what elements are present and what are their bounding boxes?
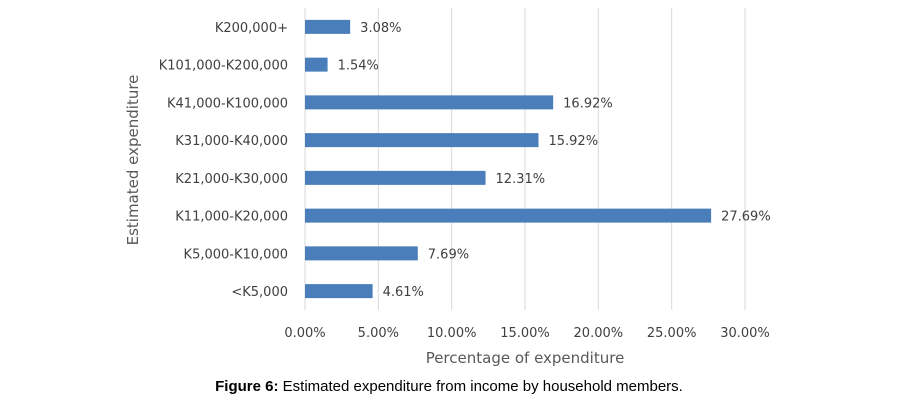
x-tick-label: 20.00% [574, 326, 624, 341]
data-label: 27.69% [721, 210, 771, 225]
category-label: K11,000-K20,000 [175, 210, 288, 225]
data-label: 15.92% [548, 134, 598, 149]
data-label: 12.31% [496, 172, 546, 187]
bars [305, 19, 712, 299]
category-label: K31,000-K40,000 [175, 134, 288, 149]
data-label: 4.61% [383, 285, 424, 300]
bar-chart: K200,000+ K101,000-K200,000 K41,000-K100,0… [124, 8, 771, 367]
data-label: 7.69% [428, 247, 469, 262]
bar [305, 284, 373, 299]
data-label: 1.54% [338, 59, 379, 74]
bar [305, 246, 418, 261]
bar [305, 19, 351, 34]
x-tick-labels: 0.00% 5.00% 10.00% 15.00% 20.00% 25.00% 30.00% [284, 326, 769, 341]
bar [305, 57, 328, 72]
category-label: K101,000-K200,000 [159, 59, 288, 74]
bar [305, 208, 712, 223]
x-tick-label: 0.00% [284, 326, 325, 341]
category-labels: K200,000+ K101,000-K200,000 K41,000-K100,0… [159, 21, 288, 300]
category-label: K5,000-K10,000 [184, 247, 288, 262]
x-tick-label: 10.00% [427, 326, 477, 341]
category-label: <K5,000 [231, 285, 288, 300]
bar [305, 133, 539, 148]
data-label: 3.08% [360, 21, 401, 36]
y-axis-title: Estimated expenditure [124, 75, 142, 246]
x-tick-label: 30.00% [720, 326, 770, 341]
category-label: K21,000-K30,000 [175, 172, 288, 187]
bar [305, 95, 554, 110]
figure-caption: Figure 6: Estimated expenditure from inc… [0, 378, 898, 395]
category-label: K41,000-K100,000 [167, 96, 288, 111]
x-axis-title: Percentage of expenditure [426, 349, 625, 367]
caption-text: Estimated expenditure from income by hou… [278, 378, 683, 395]
caption-label: Figure 6: [215, 378, 279, 395]
x-tick-label: 15.00% [500, 326, 550, 341]
data-label: 16.92% [563, 96, 613, 111]
data-labels: 3.08% 1.54% 16.92% 15.92% 12.31% 27.69% 7.69% 4… [338, 21, 771, 300]
x-tick-label: 5.00% [358, 326, 399, 341]
bar [305, 170, 486, 185]
x-tick-label: 25.00% [647, 326, 697, 341]
category-label: K200,000+ [215, 21, 288, 36]
gridlines [304, 8, 746, 310]
